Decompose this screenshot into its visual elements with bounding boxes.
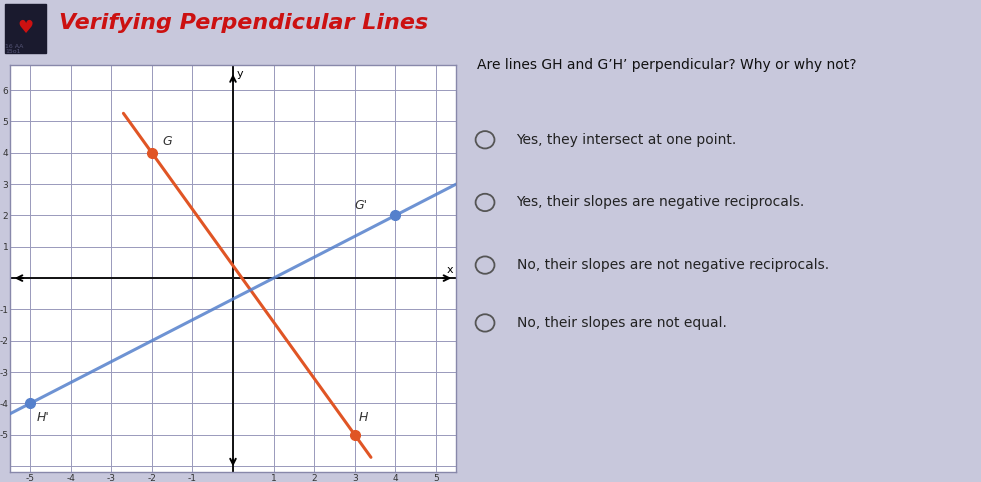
Text: G': G' bbox=[355, 199, 368, 212]
Text: Yes, they intersect at one point.: Yes, they intersect at one point. bbox=[517, 133, 737, 147]
Text: y: y bbox=[237, 69, 243, 80]
Text: Are lines GH and G’H’ perpendicular? Why or why not?: Are lines GH and G’H’ perpendicular? Why… bbox=[477, 58, 856, 72]
Text: x: x bbox=[446, 265, 453, 275]
Text: ♥: ♥ bbox=[18, 19, 33, 37]
Text: H': H' bbox=[36, 411, 49, 424]
Bar bbox=[5, 4, 46, 53]
Text: No, their slopes are not negative reciprocals.: No, their slopes are not negative recipr… bbox=[517, 258, 829, 272]
Text: H: H bbox=[359, 411, 368, 424]
Text: G: G bbox=[162, 135, 172, 148]
Text: Verifying Perpendicular Lines: Verifying Perpendicular Lines bbox=[59, 13, 428, 33]
Text: 16 AA
15o1: 16 AA 15o1 bbox=[5, 43, 24, 54]
Text: Yes, their slopes are negative reciprocals.: Yes, their slopes are negative reciproca… bbox=[517, 195, 804, 210]
Text: No, their slopes are not equal.: No, their slopes are not equal. bbox=[517, 316, 726, 330]
